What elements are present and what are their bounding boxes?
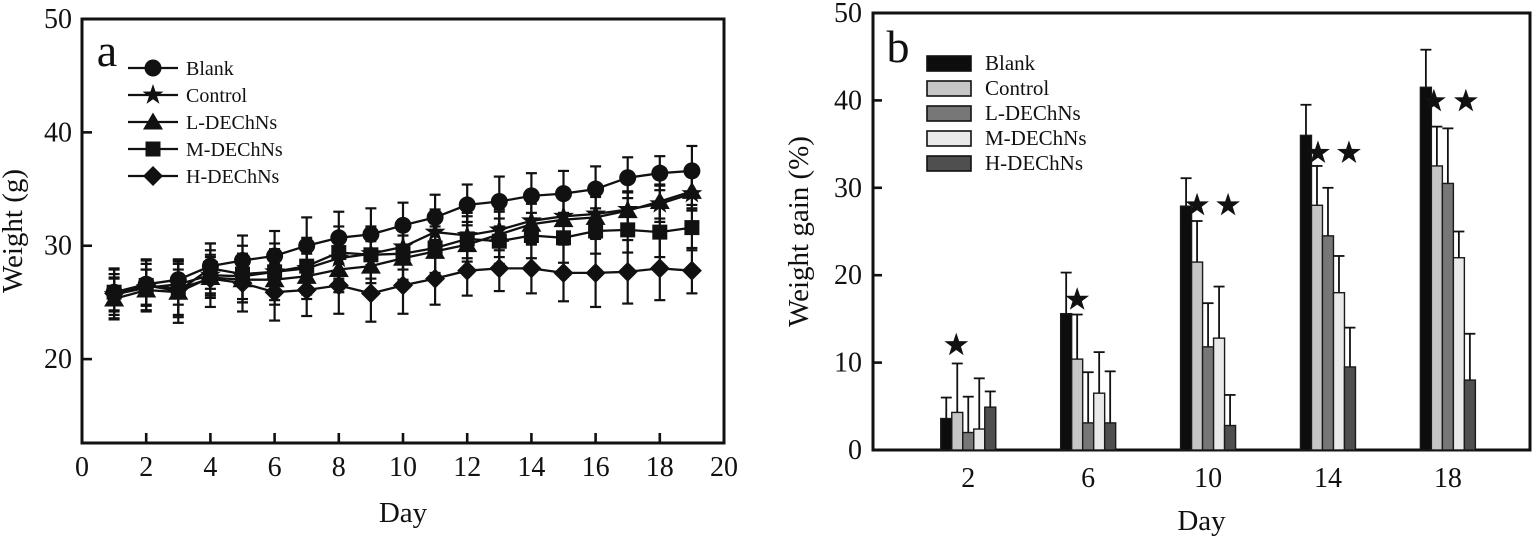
y-tick-label: 0	[848, 435, 862, 466]
bar-control	[1190, 261, 1204, 451]
panel-a-legend: Blank Control L-DEChNs M-DEChNs H-DEChNs	[128, 58, 283, 188]
legend-label: Control	[186, 85, 248, 107]
significance-star	[1421, 88, 1446, 112]
x-tick-label: 16	[582, 452, 610, 483]
y-tick-label: 30	[834, 173, 862, 204]
x-tick-label: 14	[517, 452, 545, 483]
bar-blank	[1299, 134, 1313, 451]
y-tick-label: 20	[834, 260, 862, 291]
x-category-label: 2	[961, 463, 975, 494]
y-axis-title: Weight gain (%)	[783, 136, 815, 327]
x-tick-label: 10	[389, 452, 417, 483]
x-category-label: 18	[1434, 463, 1462, 494]
significance-star	[1306, 140, 1330, 163]
x-category-label: 6	[1081, 463, 1095, 494]
bar-blank	[1419, 86, 1433, 451]
legend-label: M-DEChNs	[186, 139, 283, 161]
bar-m-dechns	[973, 428, 986, 451]
bar-h-dechns	[1223, 424, 1237, 451]
panel-b-y-axis: 0 10 20 30 40 50	[834, 0, 882, 466]
bar-group-day-18	[1419, 48, 1477, 451]
legend-label: Blank	[186, 58, 234, 80]
x-tick-label: 0	[75, 452, 89, 483]
panel-a-y-axis: 20 30 40 50	[44, 4, 92, 375]
legend-swatch	[926, 80, 972, 97]
bar-h-dechns	[1103, 422, 1117, 451]
y-tick-label: 10	[834, 348, 862, 379]
legend-label: Blank	[985, 51, 1036, 75]
significance-star	[944, 332, 969, 356]
panel-letter-b: b	[887, 21, 910, 72]
bar-l-dechns	[1201, 346, 1215, 451]
bar-m-dechns	[1212, 337, 1226, 451]
x-tick-label: 4	[203, 452, 217, 483]
bar-blank	[940, 417, 953, 451]
x-tick-label: 18	[646, 452, 674, 483]
bar-group-day-2	[940, 362, 997, 451]
legend-label: H-DEChNs	[985, 151, 1083, 175]
bar-blank	[1059, 312, 1073, 451]
x-tick-label: 12	[453, 452, 481, 483]
bar-h-dechns	[1343, 366, 1357, 451]
bar-control	[951, 411, 964, 451]
y-tick-label: 50	[44, 4, 72, 35]
significance-star	[1453, 88, 1478, 112]
bar-control	[1430, 165, 1444, 451]
x-axis-title: Day	[379, 497, 428, 529]
bar-l-dechns	[1441, 182, 1455, 451]
significance-star	[1337, 140, 1361, 163]
bar-h-dechns	[984, 406, 997, 451]
y-tick-label: 40	[834, 85, 862, 116]
panel-b-x-axis: 2 6 10 14 18	[961, 463, 1462, 494]
bar-blank	[1179, 205, 1193, 451]
significance-star	[1216, 192, 1240, 216]
legend-label: L-DEChNs	[985, 101, 1081, 125]
x-tick-label: 2	[139, 452, 153, 483]
bar-h-dechns	[1463, 379, 1477, 451]
significance-star	[1065, 287, 1090, 310]
legend-swatch	[926, 155, 972, 172]
legend-swatch	[926, 55, 972, 72]
bar-group-day-6	[1059, 271, 1117, 451]
y-tick-label: 30	[44, 231, 72, 262]
y-tick-label: 20	[44, 344, 72, 375]
x-tick-label: 6	[268, 452, 282, 483]
legend-label: H-DEChNs	[186, 166, 280, 188]
panel-b: 0 10 20 30 40 50 2 6 10 14 18 Day Weight gain (%) b Bl…	[783, 0, 1532, 537]
y-tick-label: 40	[44, 117, 72, 148]
legend-label: Control	[985, 76, 1049, 100]
series-h-dechns	[104, 235, 702, 323]
bar-m-dechns	[1332, 291, 1346, 451]
bar-m-dechns	[1092, 392, 1106, 451]
significance-star	[1185, 192, 1209, 216]
x-axis-title: Day	[1177, 505, 1226, 537]
panel-a-x-axis: 0 2 4 6 8 10 12 14 16 18 20	[75, 433, 738, 483]
bar-l-dechns	[1321, 235, 1335, 451]
legend-label: L-DEChNs	[186, 112, 277, 134]
significance-stars	[944, 88, 1478, 356]
bar-control	[1070, 358, 1084, 451]
legend-swatch	[926, 105, 972, 122]
bar-m-dechns	[1452, 257, 1466, 451]
legend-swatch	[926, 130, 972, 147]
x-tick-label: 8	[332, 452, 346, 483]
y-axis-title: Weight (g)	[0, 169, 29, 293]
legend-label: M-DEChNs	[985, 126, 1087, 150]
bar-group-day-10	[1179, 177, 1237, 451]
y-tick-label: 50	[834, 0, 862, 29]
panel-letter-a: a	[97, 25, 117, 76]
x-category-label: 10	[1194, 463, 1222, 494]
x-tick-label: 20	[710, 452, 738, 483]
x-category-label: 14	[1314, 463, 1342, 494]
bar-control	[1310, 204, 1324, 451]
bar-group-day-14	[1299, 103, 1357, 451]
bar-l-dechns	[1081, 422, 1095, 451]
bar-l-dechns	[962, 431, 975, 451]
